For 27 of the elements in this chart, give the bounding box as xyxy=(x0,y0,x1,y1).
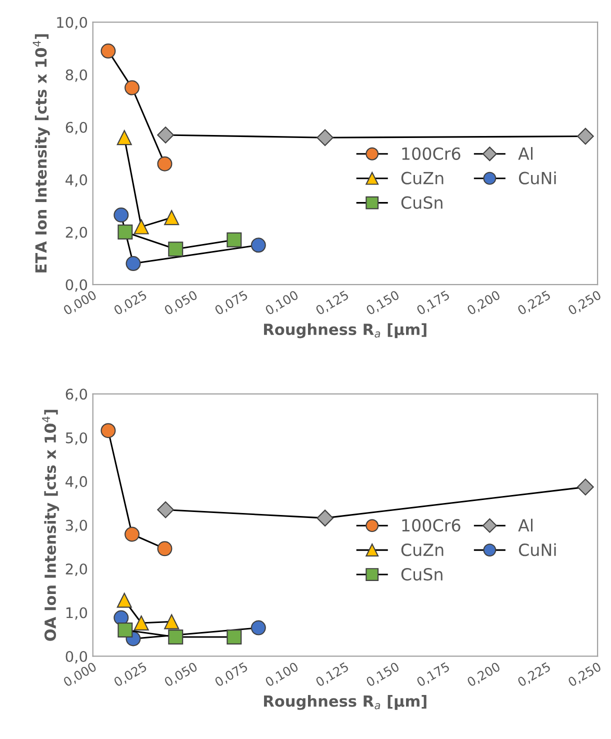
y-tick-label: 5,0 xyxy=(66,432,88,445)
legend-label: CuNi xyxy=(518,543,556,556)
y-axis-title: OA Ion Intensity [cts x 10$^{4}$] xyxy=(42,410,60,641)
y-tick-label: 6,0 xyxy=(66,388,88,402)
legend-label: CuNi xyxy=(518,172,556,184)
y-tick-label: 1,0 xyxy=(66,607,88,620)
y-tick-label: 2,0 xyxy=(66,226,88,240)
y-tick-label: 4,0 xyxy=(66,476,88,489)
y-tick-label: 0,0 xyxy=(66,279,88,292)
x-axis-title: Roughness R$_{a}$ [µm] xyxy=(264,323,426,338)
y-tick-label: 4,0 xyxy=(66,174,88,187)
y-tick-label: 8,0 xyxy=(66,69,88,82)
y-tick-label: 0,0 xyxy=(66,650,88,664)
legend-label: Al xyxy=(518,518,532,532)
x-axis-title: Roughness R$_{a}$ [µm] xyxy=(264,695,426,710)
legend-label: 100Cr6 xyxy=(402,147,460,160)
legend-label: CuZn xyxy=(401,544,444,556)
legend-label: CuSn xyxy=(401,568,442,581)
y-tick-label: 2,0 xyxy=(66,564,88,576)
y-tick-label: 10,0 xyxy=(57,16,88,30)
legend-label: Al xyxy=(518,147,532,160)
y-tick-label: 6,0 xyxy=(66,122,88,134)
y-tick-label: 3,0 xyxy=(66,520,88,532)
legend-label: CuSn xyxy=(401,196,442,209)
legend-label: 100Cr6 xyxy=(402,519,460,532)
y-axis-title: ETA Ion Intensity [cts x 10$^{4}$] xyxy=(32,34,50,272)
legend-label: CuZn xyxy=(401,172,444,184)
